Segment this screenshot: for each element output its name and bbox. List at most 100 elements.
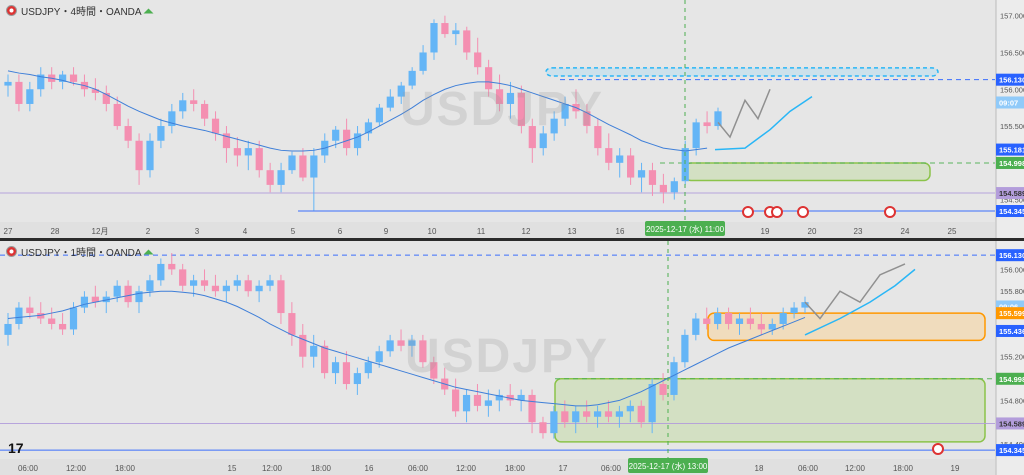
price-tag xyxy=(996,187,1024,200)
price-axis xyxy=(996,241,1024,475)
candle-body xyxy=(343,129,351,149)
event-flag-icon xyxy=(771,206,783,218)
time-cursor-label: 2025-12-17 (水) 11:00 xyxy=(646,224,725,234)
resistance-zone xyxy=(707,312,986,342)
candle-body xyxy=(189,280,198,286)
watermark: USDJPY xyxy=(405,330,610,383)
chart-panel-4h[interactable]: 27 28 12月 2 3 4 5 6 9 10 11 12 13 16 19 20 23 24 25 2025-12… xyxy=(0,0,1024,238)
chart-title: USDJPY・4時間・OANDA xyxy=(6,3,154,18)
candle-body xyxy=(659,184,667,193)
candle-body xyxy=(594,126,602,149)
time-tick-label: 28 xyxy=(51,227,60,236)
time-cursor-label: 2025-12-17 (水) 13:00 xyxy=(629,461,708,471)
candle-body xyxy=(648,384,656,423)
price-tick-label: 155.200 xyxy=(1000,353,1024,362)
candle-body xyxy=(310,345,318,357)
chart-canvas-1h[interactable]: 06:00 12:00 18:00 15 12:00 18:00 16 06:00 12:00 1… xyxy=(0,241,1024,475)
candle-body xyxy=(91,89,99,93)
price-tag-label: 155.436 xyxy=(999,327,1024,336)
candle-body xyxy=(616,155,624,163)
candle-body xyxy=(517,92,525,127)
plot-area xyxy=(0,0,995,238)
time-tick-label: 12:00 xyxy=(845,464,866,473)
candle-body xyxy=(528,126,536,149)
price-tag xyxy=(996,156,1024,169)
chart-panel-1h[interactable]: 06:00 12:00 18:00 15 12:00 18:00 16 06:00 12:00 1… xyxy=(0,241,1024,475)
candle-body xyxy=(692,318,700,335)
candle-body xyxy=(211,285,220,292)
projection-path xyxy=(804,263,906,320)
time-tick-label: 16 xyxy=(616,227,625,236)
candle-body xyxy=(528,394,536,423)
candle-body xyxy=(26,89,34,104)
candle-body xyxy=(801,302,809,308)
candle-body xyxy=(244,148,252,156)
candle-body xyxy=(299,334,307,357)
price-tag-label: 155.599 xyxy=(999,309,1024,318)
price-tag-label: 09:06 xyxy=(999,303,1018,312)
time-tick-label: 23 xyxy=(854,227,863,236)
candle-body xyxy=(288,155,296,171)
chart-title: USDJPY・1時間・OANDA xyxy=(6,244,154,259)
panel-separator[interactable] xyxy=(0,238,1024,241)
price-tag-label: 154.998 xyxy=(999,375,1024,384)
price-tag xyxy=(996,143,1024,156)
candle-body xyxy=(550,411,558,434)
tradingview-logo: 17 xyxy=(8,440,24,456)
candle-body xyxy=(583,111,591,127)
candle-body xyxy=(353,133,362,149)
candle-body xyxy=(692,122,700,149)
candle-body xyxy=(288,313,296,335)
time-tick-label: 13 xyxy=(568,227,577,236)
time-cursor-tag xyxy=(645,221,725,236)
time-tick-label: 16 xyxy=(365,464,374,473)
candle-body xyxy=(4,81,12,86)
candle-body xyxy=(452,30,460,35)
candle-body xyxy=(419,340,427,363)
price-tag-label: 155.181 xyxy=(999,146,1024,155)
time-cursor-tag xyxy=(628,458,708,473)
candle-body xyxy=(15,81,23,104)
time-tick-label: 11 xyxy=(477,227,486,236)
time-tick-label: 18:00 xyxy=(893,464,914,473)
candle-body xyxy=(408,340,416,346)
time-tick-label: 12月 xyxy=(92,227,109,236)
price-tick-label: 157.000 xyxy=(1000,12,1024,21)
time-tick-label: 06:00 xyxy=(601,464,622,473)
chart-canvas-4h[interactable]: 27 28 12月 2 3 4 5 6 9 10 11 12 13 16 19 20 23 24 252025-12… xyxy=(0,0,1024,238)
price-tick-label: 156.500 xyxy=(1000,48,1024,57)
candle-body xyxy=(48,318,56,324)
candle-body xyxy=(37,74,45,90)
candle-body xyxy=(146,140,154,171)
candle-body xyxy=(735,318,744,324)
candle-body xyxy=(670,362,678,395)
time-tick-label: 2 xyxy=(146,227,151,236)
price-tag xyxy=(996,417,1024,430)
candle-body xyxy=(157,126,165,141)
candle-body xyxy=(746,318,755,324)
resistance-zone xyxy=(545,67,939,77)
time-tick-label: 6 xyxy=(338,227,343,236)
price-tag-label: 156.130 xyxy=(999,251,1024,260)
candle-body xyxy=(474,52,482,68)
candle-body xyxy=(637,170,646,178)
candle-body xyxy=(342,362,351,385)
candle-body xyxy=(375,107,383,123)
candle-body xyxy=(550,118,558,134)
candle-body xyxy=(441,23,449,35)
price-tag xyxy=(996,444,1024,457)
time-tick-label: 12:00 xyxy=(262,464,283,473)
candle-body xyxy=(637,405,645,423)
candle-body xyxy=(703,122,711,127)
candle-body xyxy=(375,351,383,363)
price-tag xyxy=(996,96,1024,109)
candle-body xyxy=(561,411,569,423)
candle-body xyxy=(266,170,274,185)
price-tag xyxy=(996,249,1024,262)
candle-body xyxy=(463,30,471,53)
candle-body xyxy=(757,323,765,330)
price-tick-label: 156.000 xyxy=(1000,265,1024,274)
us-flag-icon xyxy=(6,246,17,257)
candle-body xyxy=(255,148,263,171)
candle-body xyxy=(430,23,438,53)
